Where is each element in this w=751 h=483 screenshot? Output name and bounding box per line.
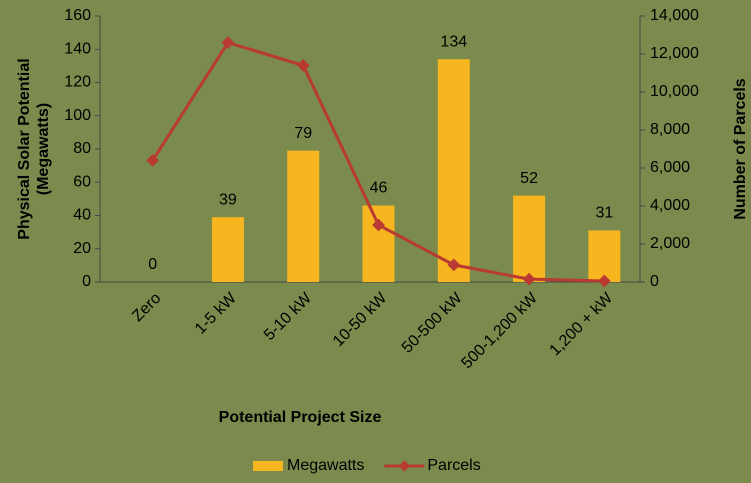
bar: [588, 230, 621, 282]
data-label: 0: [148, 256, 157, 273]
data-label: 46: [370, 180, 388, 197]
y-tick-label: 160: [64, 7, 91, 24]
data-label: 52: [520, 170, 538, 187]
line-marker: [296, 59, 310, 72]
line-marker: [372, 218, 385, 232]
data-label: 31: [595, 205, 613, 222]
y-tick-label: 0: [82, 273, 91, 290]
legend-label: Megawatts: [287, 457, 364, 474]
y-tick-label: 140: [64, 40, 91, 57]
line-marker: [146, 154, 160, 167]
y-tick-label: 80: [73, 140, 91, 157]
bar: [437, 59, 470, 282]
line-marker: [221, 36, 235, 49]
y2-tick-label: 6,000: [650, 159, 690, 176]
y2-tick-label: 12,000: [650, 45, 699, 62]
y-tick-label: 40: [73, 207, 91, 224]
y-tick-label: 20: [73, 240, 91, 257]
bar: [211, 217, 244, 282]
y-tick-label: 100: [64, 107, 91, 124]
y-axis-title: Physical Solar Potential (Megawatts): [16, 58, 52, 239]
data-label: 39: [219, 191, 237, 208]
data-label: 134: [440, 33, 467, 50]
legend-swatch: [253, 461, 283, 471]
y-tick-label: 60: [73, 173, 91, 190]
y2-tick-label: 14,000: [650, 7, 699, 24]
y-axis-title-line: Physical Solar Potential: [16, 58, 33, 239]
y2-tick-label: 4,000: [650, 197, 690, 214]
y2-axis-title-text: Number of Parcels: [732, 78, 749, 219]
y2-tick-label: 0: [650, 273, 659, 290]
y-tick-label: 120: [64, 74, 91, 91]
legend-swatch: [398, 460, 411, 472]
y-axis-title-line: (Megawatts): [35, 103, 52, 195]
legend-label: Parcels: [427, 457, 480, 474]
y2-tick-label: 8,000: [650, 121, 690, 138]
y2-tick-label: 2,000: [650, 235, 690, 252]
bar: [513, 195, 546, 282]
bar: [287, 150, 320, 282]
data-label: 79: [294, 125, 312, 142]
y2-axis-title: Number of Parcels: [732, 78, 749, 219]
y2-tick-label: 10,000: [650, 83, 699, 100]
line-marker: [447, 258, 461, 272]
bar: [362, 205, 395, 282]
x-axis-title: Potential Project Size: [219, 409, 382, 426]
